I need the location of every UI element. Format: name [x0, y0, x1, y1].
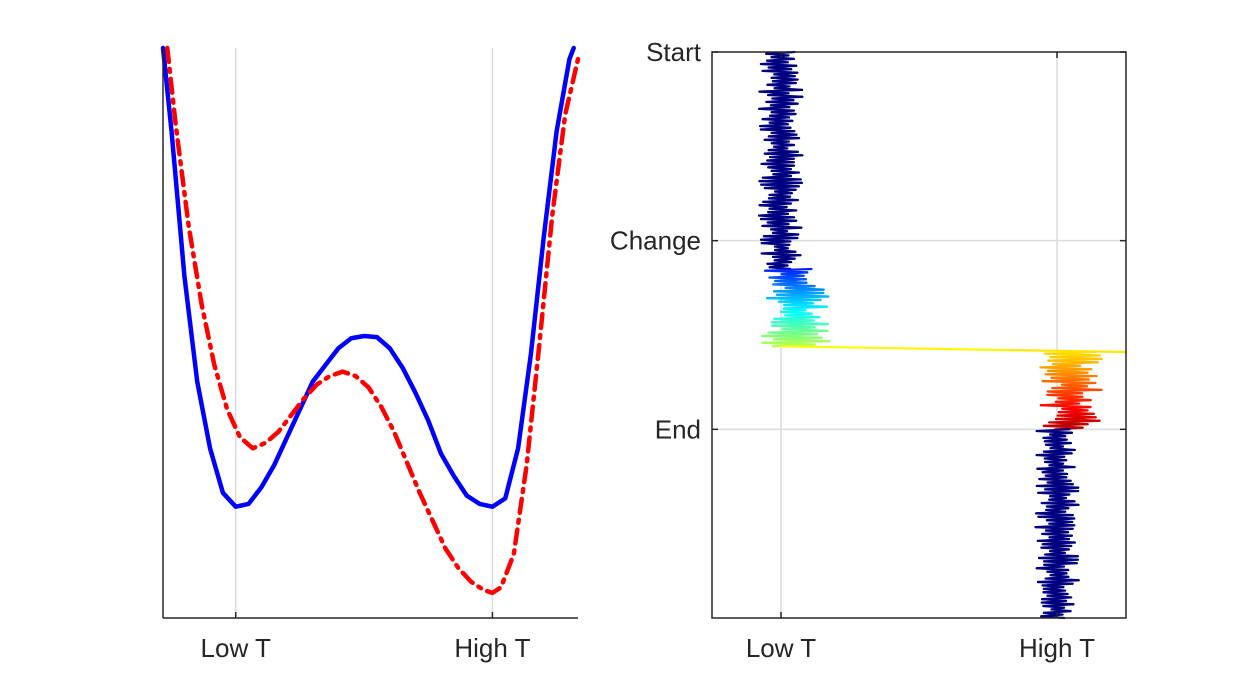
right-trajectory-series [757, 50, 1128, 620]
trajectory-segment [894, 347, 1013, 352]
right-panel-trajectory-chart: Low T High T Start Change End [610, 37, 1128, 663]
right-x-tick-label: Low T [746, 633, 816, 663]
right-y-tick-label: Change [610, 226, 701, 256]
left-x-tick-label: High T [454, 633, 530, 663]
trajectory-segment [768, 266, 792, 271]
right-axes-box [711, 51, 1127, 619]
trajectory-segment [1009, 348, 1128, 354]
right-x-tick-label: High T [1019, 633, 1095, 663]
left-series [160, 45, 581, 596]
blue-solid-curve [160, 45, 576, 509]
left-panel-potential-chart: Low T High T [160, 45, 581, 663]
right-x-ticks: Low T High T [746, 52, 1095, 663]
left-gridlines [234, 48, 494, 618]
right-y-tick-label: End [655, 414, 701, 444]
right-y-ticks: Start Change End [610, 37, 1126, 444]
trajectory-segment [779, 345, 898, 350]
left-x-tick-label: Low T [201, 633, 271, 663]
left-x-ticks: Low T High T [201, 612, 531, 663]
red-dashdot-curve [165, 45, 581, 596]
right-y-tick-label: Start [646, 37, 702, 67]
